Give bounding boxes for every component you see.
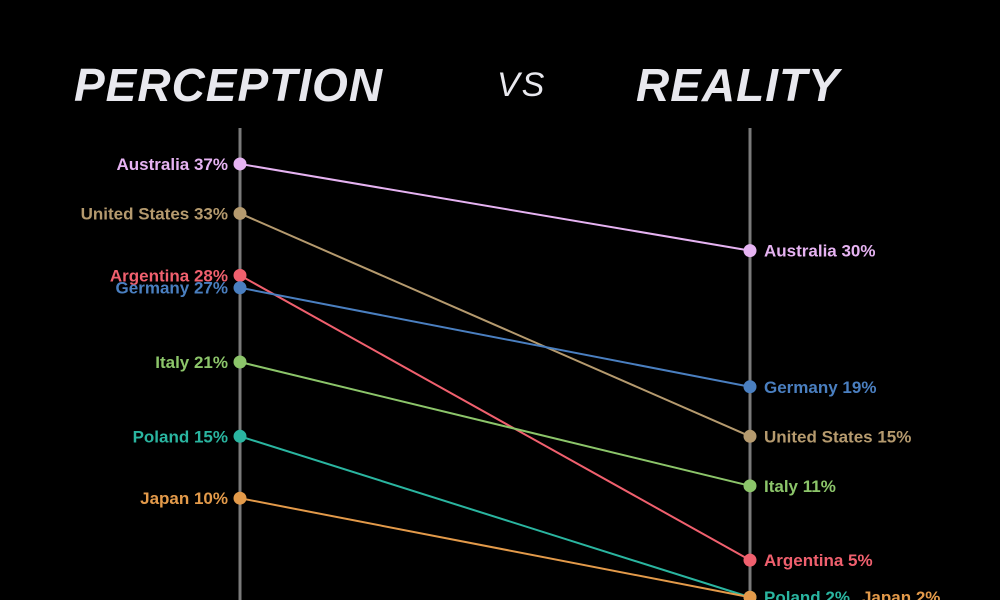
- germany-reality-label: Germany 19%: [764, 378, 876, 397]
- italy-perception-label: Italy 21%: [155, 353, 228, 372]
- australia-reality-point: [743, 244, 757, 258]
- italy-perception-point: [233, 355, 247, 369]
- australia-perception-point: [233, 157, 247, 171]
- united-states-reality-point: [743, 429, 757, 443]
- germany-perception-label: Germany 27%: [116, 279, 228, 298]
- united-states-perception-label: United States 33%: [81, 204, 228, 223]
- slope-points: [233, 157, 757, 600]
- argentina-slope-line: [239, 274, 751, 561]
- poland-perception-label: Poland 15%: [133, 427, 228, 446]
- italy-reality-label: Italy 11%: [764, 477, 836, 496]
- argentina-perception-point: [233, 268, 247, 282]
- germany-perception-point: [233, 281, 247, 295]
- argentina-reality-label: Argentina 5%: [764, 551, 873, 570]
- versus-label: VS: [497, 66, 547, 104]
- japan-perception-label: Japan 10%: [140, 489, 228, 508]
- italy-slope-line: [239, 361, 751, 487]
- slope-lines: [239, 162, 751, 599]
- japan-perception-point: [233, 491, 247, 505]
- australia-reality-label: Australia 30%: [764, 242, 876, 261]
- germany-reality-point: [743, 380, 757, 394]
- poland-slope-line: [239, 435, 751, 599]
- poland-perception-point: [233, 429, 247, 443]
- italy-reality-point: [743, 479, 757, 493]
- germany-slope-line: [239, 286, 751, 388]
- perception-title: PERCEPTION: [74, 59, 384, 111]
- reality-title: REALITY: [636, 59, 840, 111]
- japan-reality-label: Japan 2%: [862, 588, 940, 600]
- united-states-slope-line: [239, 212, 751, 438]
- australia-slope-line: [239, 162, 751, 252]
- poland-reality-label: Poland 2%: [764, 588, 850, 600]
- united-states-reality-label: United States 15%: [764, 427, 911, 446]
- slope-labels: Australia 37% United States 33% Argentina …: [81, 155, 941, 600]
- japan-slope-line: [239, 497, 751, 599]
- argentina-reality-point: [743, 553, 757, 567]
- argentina-perception-label: Argentina 28%: [110, 266, 228, 285]
- united-states-perception-point: [233, 206, 247, 220]
- australia-perception-label: Australia 37%: [117, 155, 229, 174]
- japan-reality-point: [743, 590, 757, 600]
